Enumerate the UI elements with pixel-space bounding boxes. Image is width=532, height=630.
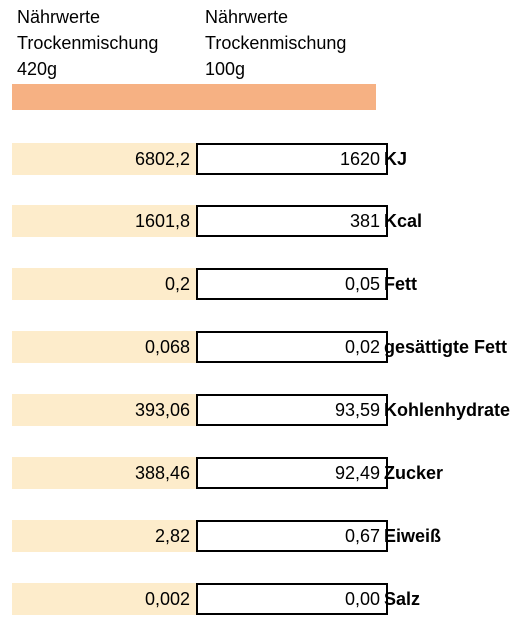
nutrient-label: gesättigte Fett [384, 337, 508, 357]
per100-value-cell[interactable]: 0,02 [196, 331, 388, 363]
header-total-line3: 420g [17, 59, 58, 79]
header-total-line2: Trockenmischung [17, 33, 159, 53]
nutrient-label: Kohlenhydrate [384, 400, 511, 420]
per100-value-cell[interactable]: 0,00 [196, 583, 388, 615]
per100-value-cell[interactable]: 0,05 [196, 268, 388, 300]
total-value-cell[interactable]: 1601,8 [12, 205, 196, 237]
per100-value-cell[interactable]: 1620 [196, 143, 388, 175]
total-value-cell[interactable]: 0,068 [12, 331, 196, 363]
total-value-cell[interactable]: 0,2 [12, 268, 196, 300]
header-total-mix: Nährwerte Trockenmischung 420g [17, 4, 197, 82]
nutrient-label: Kcal [384, 211, 423, 231]
nutrient-label: Zucker [384, 463, 444, 483]
total-value-cell[interactable]: 393,06 [12, 394, 196, 426]
nutrient-label: Fett [384, 274, 417, 294]
total-value-cell[interactable]: 0,002 [12, 583, 196, 615]
table-row: 6802,2 1620 KJ [12, 143, 532, 175]
header-color-band [12, 84, 376, 110]
nutrient-label: Salz [384, 589, 421, 609]
nutrient-label: Eiweiß [384, 526, 442, 546]
header-per100-line3: 100g [205, 59, 246, 79]
table-row: 393,06 93,59 Kohlenhydrate [12, 394, 532, 426]
table-row: 388,46 92,49 Zucker [12, 457, 532, 489]
total-value-cell[interactable]: 388,46 [12, 457, 196, 489]
header-per100-line1: Nährwerte [205, 7, 289, 27]
header-per-100g: Nährwerte Trockenmischung 100g [205, 4, 385, 82]
table-row: 2,82 0,67 Eiweiß [12, 520, 532, 552]
table-row: 0,2 0,05 Fett [12, 268, 532, 300]
per100-value-cell[interactable]: 381 [196, 205, 388, 237]
total-value-cell[interactable]: 2,82 [12, 520, 196, 552]
table-row: 0,068 0,02 gesättigte Fett [12, 331, 532, 363]
total-value-cell[interactable]: 6802,2 [12, 143, 196, 175]
header-per100-line2: Trockenmischung [205, 33, 347, 53]
nutrient-label: KJ [384, 149, 408, 169]
per100-value-cell[interactable]: 93,59 [196, 394, 388, 426]
table-row: 0,002 0,00 Salz [12, 583, 532, 615]
table-row: 1601,8 381 Kcal [12, 205, 532, 237]
header-total-line1: Nährwerte [17, 7, 101, 27]
per100-value-cell[interactable]: 92,49 [196, 457, 388, 489]
per100-value-cell[interactable]: 0,67 [196, 520, 388, 552]
